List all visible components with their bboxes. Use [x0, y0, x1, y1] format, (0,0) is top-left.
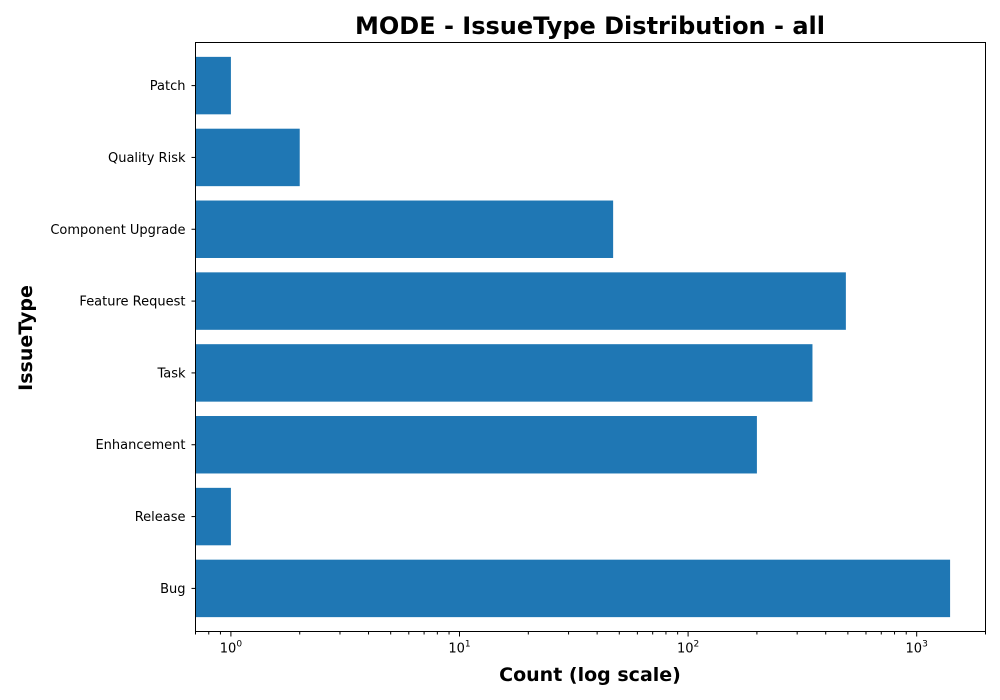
y-axis-label: IssueType — [15, 285, 37, 391]
y-tick-label: Task — [156, 366, 186, 381]
bar-task — [195, 344, 813, 402]
bar-feature-request — [195, 272, 846, 330]
y-axis: Bug Release Enhancement Task Feature Request… — [50, 79, 196, 597]
bar-enhancement — [195, 416, 757, 474]
y-tick-label: Bug — [160, 582, 185, 597]
x-tick-label: 102 — [677, 640, 699, 657]
x-tick-label: 100 — [220, 640, 243, 657]
y-tick-label: Release — [135, 510, 186, 525]
x-axis: 100 101 102 103 — [195, 631, 986, 657]
bar-quality-risk — [195, 128, 300, 187]
plot-frame — [195, 42, 986, 632]
chart-title: MODE - IssueType Distribution - all — [355, 12, 825, 40]
y-tick-label: Quality Risk — [108, 151, 186, 166]
y-tick-label: Patch — [150, 79, 186, 94]
x-axis-label: Count (log scale) — [499, 664, 681, 686]
y-tick-label: Feature Request — [79, 295, 185, 310]
bar-patch — [195, 56, 231, 115]
bars-group — [195, 56, 951, 618]
y-tick-label: Enhancement — [95, 438, 185, 453]
bar-bug — [195, 559, 951, 618]
y-tick-label: Component Upgrade — [50, 223, 185, 238]
x-tick-label: 103 — [906, 640, 928, 657]
bar-release — [195, 487, 231, 546]
x-tick-label: 101 — [448, 640, 470, 657]
bar-component-upgrade — [195, 200, 614, 258]
